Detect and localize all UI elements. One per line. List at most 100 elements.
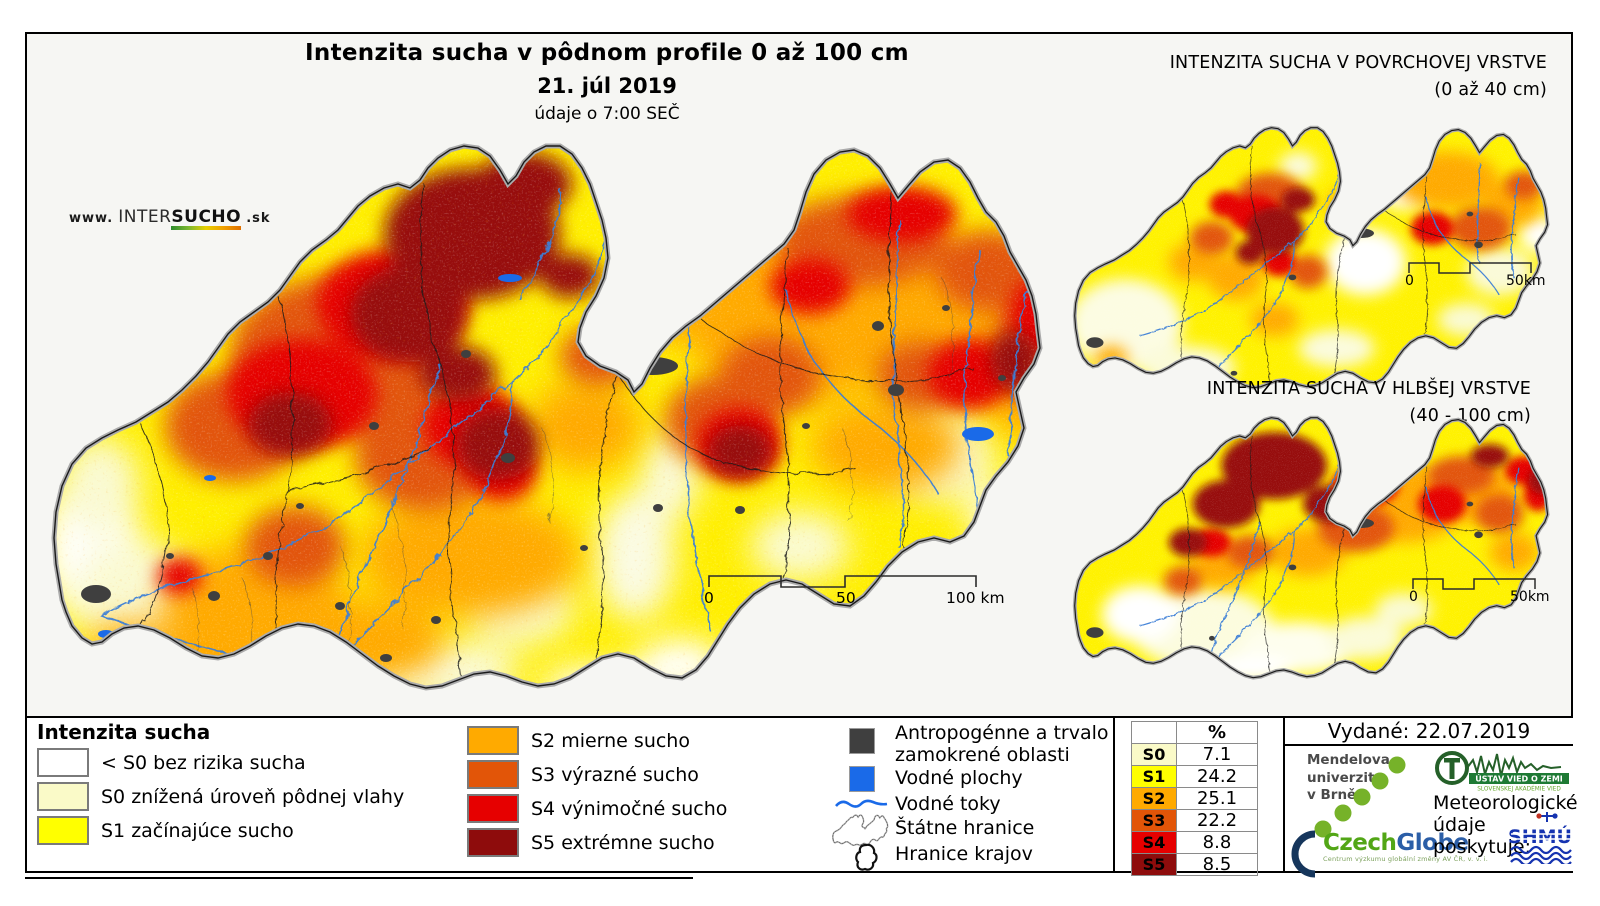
scalebar-zero: 0 [1409, 589, 1418, 605]
water-area-swatch [849, 766, 875, 792]
waterway-icon [835, 799, 888, 808]
legend-label-region-borders: Hranice krajov [895, 843, 1033, 865]
table-row: S4 8.8 [1131, 831, 1258, 854]
code-cell-s2: S2 [1131, 787, 1177, 810]
code-cell-s3: S3 [1131, 809, 1177, 832]
legend-panel: Intenzita sucha < S0 bez rizika sucha S0… [27, 716, 1578, 878]
surface-map-scalebar: 0 50km [1405, 260, 1546, 289]
legend-col2: S2 mierne sucho S3 výrazné sucho S4 výni… [455, 718, 805, 871]
scalebar-end: 50km [1510, 589, 1550, 605]
deep-drought-map [1072, 415, 1550, 680]
empty-header-cell [1131, 721, 1177, 744]
scalebar-end: 50km [1506, 273, 1546, 289]
region-borders [137, 181, 973, 684]
credits-block: Mendelova univerzita v Brně CzechGlobe C… [1285, 746, 1578, 878]
watermark-www: www. [69, 211, 114, 226]
czechglobe-subtitle: Centrum výzkumu globální změny AV ČR, v.… [1323, 855, 1489, 863]
value-cell-s0: 7.1 [1176, 743, 1258, 766]
legend-label-anthropogenic: Antropogénne a trvalo zamokrené oblasti [895, 722, 1109, 766]
earth-science-institute-logo: ÚSTAV VIED O ZEMI SLOVENSKEJ AKADÉMIE VI… [1435, 751, 1569, 793]
earth-institute-subtitle: SLOVENSKEJ AKADÉMIE VIED [1477, 785, 1561, 793]
surface-map-title-block: INTENZITA SUCHA V POVRCHOVEJ VRSTVE (0 a… [1170, 50, 1547, 104]
deep-map-title: INTENZITA SUCHA V HLBŠEJ VRSTVE [1206, 379, 1531, 399]
legend-heading: Intenzita sucha [37, 720, 211, 744]
main-time-note: údaje o 7:00 SEČ [534, 104, 680, 124]
shmu-logo: SHMÚ [1509, 812, 1572, 864]
deep-map-title-block: INTENZITA SUCHA V HLBŠEJ VRSTVE (40 - 10… [1207, 376, 1531, 430]
legend-label: S4 výnimočné sucho [531, 797, 728, 820]
main-map-scalebar: 0 50 100 km [704, 572, 1005, 607]
scalebar-graphic [1408, 262, 1532, 274]
meteo-data-note: Meteorologické údaje poskytuje: [1433, 792, 1578, 859]
rivers [97, 187, 1026, 667]
mendel-line: univerzita [1307, 769, 1384, 786]
mendel-dots-icon [1314, 756, 1406, 838]
panel-divider-1 [1113, 718, 1115, 871]
intersucho-watermark: www. INTERSUCHO .sk [69, 207, 271, 227]
code-cell-s1: S1 [1131, 765, 1177, 788]
mendel-line: Mendelova [1307, 752, 1390, 768]
deep-map-scalebar: 0 50km [1409, 576, 1550, 605]
surface-drought-map [1072, 125, 1550, 390]
shmu-letters: SHMÚ [1509, 824, 1572, 848]
value-cell-s5: 8.5 [1176, 853, 1258, 876]
legend-row-s4: S4 výnimočné sucho [467, 794, 727, 823]
anthropogenic-swatch [849, 728, 875, 754]
table-row: S1 24.2 [1131, 765, 1258, 788]
scalebar-graphic [708, 575, 977, 588]
legend-label-state-border: Štátne hranice [895, 817, 1035, 839]
legend-label: S3 výrazné sucho [531, 763, 699, 786]
table-row: S3 22.2 [1131, 809, 1258, 832]
watermark-sk: .sk [246, 211, 271, 226]
percent-header: % [1176, 721, 1258, 744]
legend-row-s1: S1 začínajúce sucho [37, 816, 294, 845]
swatch-s0 [37, 782, 89, 811]
legend-row-s5: S5 extrémne sucho [467, 828, 715, 857]
swatch-s3 [467, 760, 519, 789]
mendel-university-logo: Mendelova univerzita v Brně [1307, 752, 1390, 805]
map-area: Intenzita sucha v pôdnom profile 0 až 10… [27, 34, 1573, 716]
legend-row-no-risk: < S0 bez rizika sucha [37, 748, 306, 777]
legend-col3: Antropogénne a trvalo zamokrené oblasti … [807, 718, 1113, 871]
drought-percentage-table: % S0 7.1 S1 24.2 S2 25.1 S3 22.2 S4 8.8 … [1131, 721, 1258, 876]
value-cell-s3: 22.2 [1176, 809, 1258, 832]
scalebar-zero: 0 [1405, 273, 1414, 289]
table-row: S5 8.5 [1131, 853, 1258, 876]
legend-row-s2: S2 mierne sucho [467, 726, 690, 755]
swatch-s2 [467, 726, 519, 755]
czechglobe-czech: Czech [1323, 830, 1397, 856]
swatch-s1 [37, 816, 89, 845]
legend-label: S1 začínajúce sucho [101, 819, 294, 842]
table-header-row: % [1131, 721, 1258, 744]
swatch-no-risk [37, 748, 89, 777]
deep-map-subtitle: (40 - 100 cm) [1409, 406, 1531, 427]
table-row: S2 25.1 [1131, 787, 1258, 810]
code-cell-s0: S0 [1131, 743, 1177, 766]
scalebar-zero: 0 [704, 589, 714, 607]
legend-label: S5 extrémne sucho [531, 831, 715, 854]
surface-map-subtitle: (0 až 40 cm) [1434, 80, 1547, 101]
code-cell-s5: S5 [1131, 853, 1177, 876]
value-cell-s4: 8.8 [1176, 831, 1258, 854]
scalebar-end: 100 km [946, 589, 1005, 607]
table-row: S0 7.1 [1131, 743, 1258, 766]
main-date: 21. júl 2019 [537, 74, 677, 98]
main-map-raster [54, 146, 1040, 688]
legend-label: < S0 bez rizika sucha [101, 751, 306, 774]
main-title: Intenzita sucha v pôdnom profile 0 až 10… [305, 40, 909, 66]
swatch-s5 [467, 828, 519, 857]
value-cell-s2: 25.1 [1176, 787, 1258, 810]
district-borders [189, 275, 953, 672]
scalebar-graphic [1412, 578, 1536, 590]
watermark-inter: INTER [118, 207, 172, 227]
main-title-block: Intenzita sucha v pôdnom profile 0 až 10… [227, 40, 987, 124]
legend-label-water-areas: Vodné plochy [895, 767, 1023, 789]
legend-row-s3: S3 výrazné sucho [467, 760, 699, 789]
scalebar-mid: 50 [836, 589, 856, 607]
surface-map-title: INTENZITA SUCHA V POVRCHOVEJ VRSTVE [1169, 53, 1547, 73]
mendel-line: v Brně [1307, 787, 1357, 804]
legend-col1: Intenzita sucha < S0 bez rizika sucha S0… [37, 718, 457, 871]
panel-divider-2 [1283, 718, 1285, 871]
legend-label: S2 mierne sucho [531, 729, 690, 752]
bottom-edge-line [25, 877, 693, 879]
